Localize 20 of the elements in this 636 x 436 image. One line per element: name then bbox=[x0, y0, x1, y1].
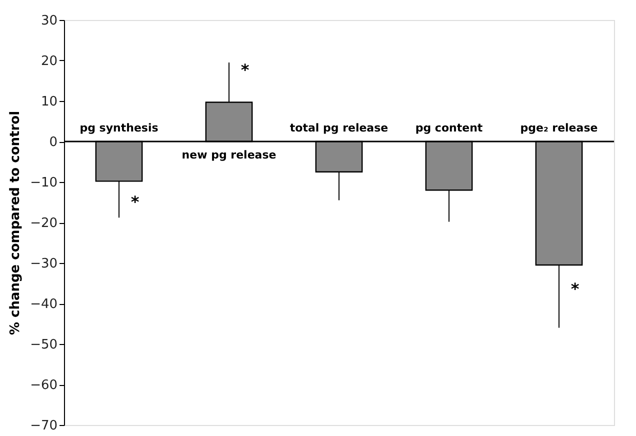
y-tick-label: 20 bbox=[40, 54, 58, 69]
y-axis-title: % change compared to control bbox=[8, 110, 24, 336]
y-tick-label: −10 bbox=[30, 176, 58, 190]
y-tick-label: −50 bbox=[30, 338, 58, 352]
x-tick-label: pge₂ release bbox=[520, 122, 598, 134]
y-tick-label: 0 bbox=[49, 135, 58, 150]
y-tick-label: −20 bbox=[30, 216, 58, 231]
x-tick-label: pg content bbox=[415, 122, 483, 134]
annotation: * bbox=[570, 279, 580, 298]
y-tick-label: −70 bbox=[30, 418, 58, 434]
y-tick-label: −30 bbox=[30, 256, 58, 272]
x-tick-label: new pg release bbox=[182, 148, 276, 162]
y-tick-label: 30 bbox=[40, 14, 58, 28]
y-tick-label: −40 bbox=[30, 297, 58, 312]
y-tick-label: 10 bbox=[40, 94, 58, 110]
annotation: * bbox=[240, 60, 250, 80]
annotation: * bbox=[130, 192, 140, 212]
x-tick-label: total pg release bbox=[290, 122, 388, 134]
y-tick-label: −60 bbox=[30, 378, 58, 393]
x-tick-label: pg synthesis bbox=[80, 122, 159, 134]
